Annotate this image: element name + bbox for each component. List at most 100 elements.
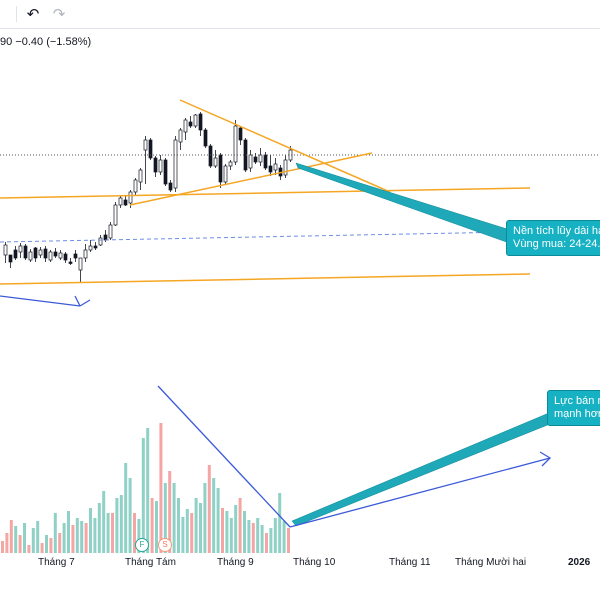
candle-body	[53, 251, 58, 257]
price-legend: 90 −0.40 (−1.58%)	[0, 36, 91, 48]
candle-body	[113, 204, 118, 226]
candle-body	[63, 253, 68, 261]
volume-bar	[251, 523, 255, 553]
candle-body	[143, 139, 148, 151]
volume-bar	[62, 523, 66, 553]
volume-bar	[58, 533, 62, 553]
undo-icon[interactable]: ↶	[26, 6, 40, 23]
x-tick-label: Tháng 7	[38, 557, 75, 568]
volume-bar	[40, 543, 44, 553]
price-fragment: 90	[0, 36, 13, 48]
support-dashed-line	[0, 231, 511, 243]
candle-body	[73, 253, 78, 259]
candle-body	[203, 129, 208, 147]
candle-body	[228, 161, 233, 167]
candle-body	[283, 159, 288, 176]
candle-body	[193, 114, 198, 127]
candle-body	[273, 163, 278, 171]
volume-bar	[106, 513, 110, 553]
candle-body	[68, 261, 73, 264]
volume-bar	[234, 505, 238, 553]
teal-arrow-callout-2	[291, 409, 561, 527]
volume-bar	[133, 513, 136, 553]
candle-body	[83, 249, 88, 259]
callout-1-line-1: Nền tích lũy dài hạn	[513, 225, 600, 237]
candle-body	[58, 252, 63, 259]
volume-bar	[128, 478, 132, 553]
candle-body	[173, 139, 178, 189]
candle-body	[93, 245, 98, 249]
volume-bar	[265, 533, 268, 553]
blue-arrow-head-left-2	[74, 295, 81, 307]
orange-resistance-line	[0, 187, 531, 199]
x-tick-label: Tháng 11	[389, 557, 431, 568]
callout-1-line-2: Vùng mua: 24-24.5	[513, 238, 600, 250]
candle-body	[168, 182, 173, 191]
blue-arrow-head-left	[79, 299, 91, 307]
volume-bar	[269, 528, 273, 553]
x-tick-label: Tháng 9	[217, 557, 254, 568]
toolbar-divider	[16, 6, 17, 22]
volume-bar	[168, 471, 172, 553]
volume-bar	[23, 523, 26, 553]
candle-body	[253, 156, 258, 163]
volume-bar	[89, 508, 92, 553]
volume-bar	[282, 521, 286, 553]
candle-body	[158, 159, 163, 173]
volume-bar	[172, 483, 176, 553]
blue-volume-rise-line	[289, 457, 551, 528]
volume-bar	[80, 521, 84, 553]
split-event-marker[interactable]: S	[158, 538, 172, 552]
volume-bar	[27, 545, 31, 553]
candle-body	[258, 154, 263, 163]
callout-accumulation[interactable]: Nền tích lũy dài hạn Vùng mua: 24-24.5	[506, 220, 600, 256]
volume-bar	[111, 513, 114, 553]
volume-bar	[273, 518, 277, 553]
candle-body	[88, 245, 93, 251]
candle-body	[8, 254, 13, 263]
chart-area[interactable]	[0, 28, 600, 553]
volume-bar	[124, 463, 128, 553]
candlesticks	[3, 112, 293, 282]
candle-body	[118, 197, 123, 206]
blue-arrow-head-right	[539, 451, 552, 467]
candle-body	[108, 224, 113, 239]
volume-bar	[71, 525, 75, 553]
callout-selling-pressure[interactable]: Lực bán n mạnh hơn	[547, 390, 600, 426]
candle-body	[138, 169, 143, 183]
x-tick-label-year: 2026	[568, 557, 591, 568]
volume-bar	[115, 498, 119, 553]
x-tick-label: Tháng Tám	[125, 557, 176, 568]
candle-body	[3, 244, 8, 256]
volume-bar	[31, 528, 35, 553]
volume-bar	[212, 478, 216, 553]
callout-2-line-2: mạnh hơn	[554, 408, 600, 420]
triangle-lower-line	[129, 152, 373, 206]
candle-body	[248, 154, 253, 169]
volume-bar	[5, 533, 9, 553]
x-tick-label: Tháng Mười hai	[455, 557, 527, 568]
volume-bar	[93, 518, 97, 553]
volume-bars	[1, 423, 290, 553]
volume-bar	[97, 503, 101, 553]
candle-body	[33, 247, 38, 259]
volume-bar	[225, 511, 229, 553]
candle-body	[103, 234, 108, 241]
volume-bar	[67, 511, 70, 553]
redo-icon[interactable]: ↷	[52, 6, 66, 23]
volume-bar	[102, 491, 106, 553]
candle-body	[23, 245, 28, 259]
volume-bar	[137, 519, 141, 553]
volume-bar	[146, 428, 150, 553]
volume-bar	[159, 423, 163, 553]
volume-bar	[260, 525, 264, 553]
volume-bar	[190, 513, 194, 553]
candle-body	[163, 159, 168, 185]
financial-event-marker[interactable]: F	[135, 538, 149, 552]
volume-bar	[155, 501, 158, 553]
candle-body	[263, 154, 268, 169]
candle-body	[268, 165, 273, 173]
volume-bar	[45, 535, 48, 553]
candle-body	[223, 165, 228, 183]
candle-body	[98, 237, 103, 246]
